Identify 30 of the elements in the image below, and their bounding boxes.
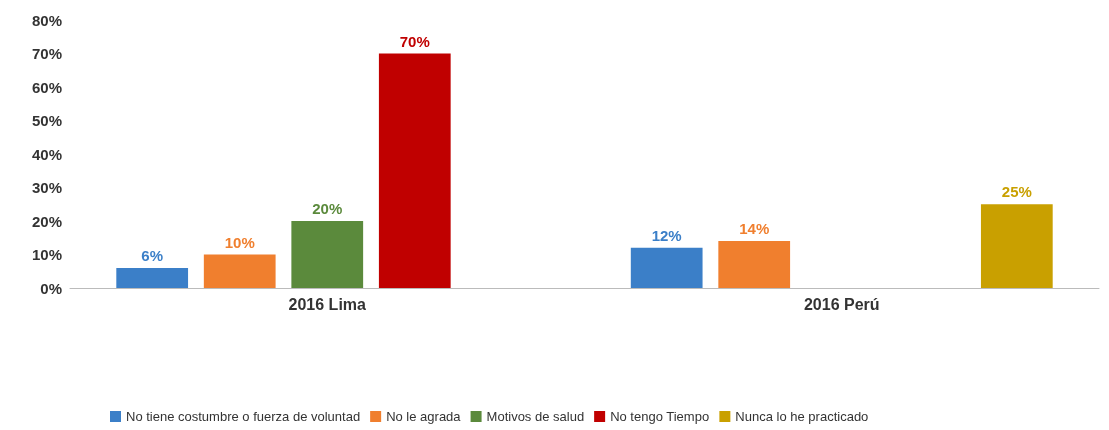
legend-label: Nunca lo he practicado xyxy=(735,409,869,424)
data-label: 70% xyxy=(399,32,430,50)
bar xyxy=(203,254,276,288)
y-tick-label: 60% xyxy=(31,78,62,96)
data-label: 10% xyxy=(224,233,255,251)
data-label: 6% xyxy=(141,246,164,264)
bar xyxy=(718,241,791,288)
y-tick-label: 10% xyxy=(31,246,62,263)
data-label: 20% xyxy=(312,200,343,217)
x-tick-label: 2016 Lima xyxy=(288,295,367,313)
legend-label: No tiene costumbre o fuerza de voluntad xyxy=(126,409,361,424)
y-tick-label: 20% xyxy=(31,212,62,230)
bar xyxy=(291,221,364,288)
bar xyxy=(116,267,189,288)
y-tick-label: 80% xyxy=(31,11,62,29)
data-label: 25% xyxy=(1001,183,1032,201)
bar xyxy=(630,247,703,288)
y-tick-label: 0% xyxy=(40,279,62,297)
bar xyxy=(980,204,1053,288)
data-label: 12% xyxy=(651,226,682,244)
bar xyxy=(378,53,451,288)
legend-label: No tengo Tiempo xyxy=(610,409,710,424)
x-tick-label: 2016 Perú xyxy=(803,295,880,313)
y-tick-label: 40% xyxy=(31,145,62,163)
y-tick-label: 50% xyxy=(31,112,62,129)
legend-label: No le agrada xyxy=(386,409,462,424)
legend-label: Motivos de salud xyxy=(486,409,585,424)
y-tick-label: 70% xyxy=(31,45,62,62)
y-tick-label: 30% xyxy=(31,179,62,196)
data-label: 14% xyxy=(739,220,770,238)
